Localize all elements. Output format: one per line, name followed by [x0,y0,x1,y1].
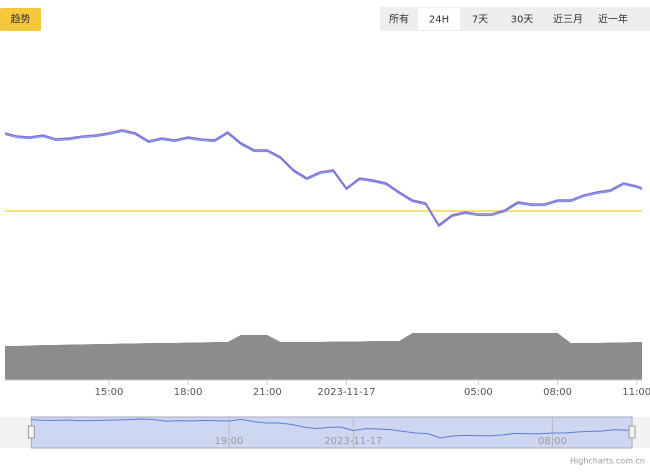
tab-label[interactable]: 趋势 [11,13,31,26]
navigator-line [31,418,633,439]
price-line [4,129,643,227]
x-tick-label: 11:00 [622,387,650,398]
x-tick-label: 21:00 [253,387,282,398]
navigator-handle[interactable] [628,425,636,439]
tab[interactable] [0,8,41,31]
navigator-tick-label: 19:00 [215,436,244,447]
x-tick-label: 18:00 [174,387,203,398]
navigator-handle[interactable] [27,425,35,439]
range-label[interactable]: 7天 [472,15,488,26]
range-label[interactable]: 30天 [511,15,534,26]
x-tick-label: 08:00 [543,387,572,398]
credit[interactable]: Highcharts.com.cn [570,457,645,466]
range-button[interactable] [592,8,634,30]
navigator-window [30,416,633,449]
range-button[interactable] [500,8,544,30]
x-tick-label: 05:00 [464,387,493,398]
range-button[interactable] [462,8,498,30]
range-button[interactable] [418,8,460,30]
range-label[interactable]: 24H [429,15,449,26]
range-label[interactable]: 近一年 [598,13,628,26]
range-label[interactable]: 所有 [389,13,409,26]
x-tick-label: 2023-11-17 [317,387,375,398]
range-label[interactable]: 近三月 [553,13,583,26]
volume-area [5,333,642,380]
price-line-shadow [4,130,643,228]
range-button[interactable] [546,8,590,30]
navigator-tick-label: 2023-11-17 [324,436,382,447]
x-tick-label: 15:00 [95,387,124,398]
range-button[interactable] [382,8,416,30]
navigator-tick-label: 08:00 [538,436,567,447]
